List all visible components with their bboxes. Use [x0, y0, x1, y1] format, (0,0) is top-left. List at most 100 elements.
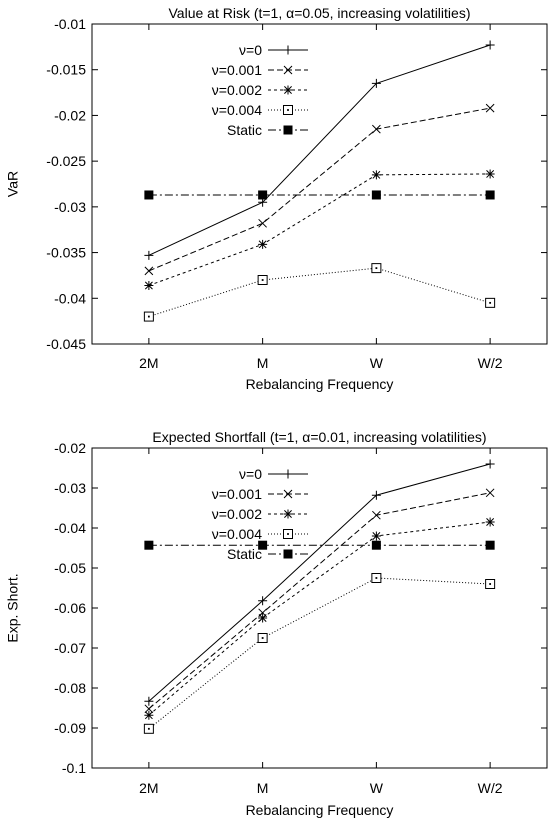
data-point — [144, 696, 154, 706]
legend-marker — [283, 105, 293, 115]
series-line — [148, 521, 491, 716]
legend-marker — [283, 509, 293, 519]
legend-label: Static — [227, 546, 262, 562]
series-2 — [144, 488, 495, 714]
plot-frame — [91, 447, 548, 769]
series-line — [148, 492, 491, 710]
legend-label: ν=0 — [239, 466, 262, 482]
x-tick-label: M — [257, 780, 269, 796]
y-axis-label: VaR — [5, 171, 21, 197]
y-tick-label: -0.02 — [54, 107, 86, 123]
data-point — [144, 704, 154, 714]
legend-marker — [283, 125, 293, 135]
data-point — [371, 531, 381, 541]
data-point — [371, 490, 381, 500]
legend-marker — [283, 549, 293, 559]
data-point — [257, 633, 268, 643]
legend-marker — [283, 65, 293, 75]
y-tick-label: -0.04 — [54, 290, 86, 306]
data-point — [371, 573, 382, 583]
x-tick-label: W/2 — [478, 355, 503, 371]
chart-1: Value at Risk (t=1, α=0.05, increasing v… — [5, 5, 548, 392]
legend: ν=0 ν=0.001 ν=0.002 ν=0.004 Static — [212, 42, 308, 138]
data-point — [485, 103, 495, 113]
data-point — [144, 190, 154, 200]
data-point-dot — [375, 267, 378, 270]
data-point — [257, 275, 268, 285]
data-point-dot — [261, 279, 264, 281]
x-axis-label: Rebalancing Frequency — [246, 802, 394, 818]
data-point — [144, 710, 154, 720]
x-tick-label: W — [370, 355, 384, 371]
series-1 — [144, 40, 495, 260]
data-point — [144, 250, 154, 260]
data-point — [371, 190, 381, 200]
legend-marker — [283, 469, 293, 479]
data-point — [485, 517, 495, 527]
y-tick-label: -0.08 — [54, 680, 86, 696]
y-tick-label: -0.01 — [54, 16, 86, 32]
x-tick-label: W/2 — [478, 780, 503, 796]
y-tick-label: -0.02 — [54, 440, 86, 456]
y-tick-label: -0.045 — [46, 336, 86, 352]
series-3 — [144, 169, 495, 290]
chart-title: Expected Shortfall (t=1, α=0.01, increas… — [152, 429, 486, 445]
data-point-dot — [489, 301, 492, 304]
legend-marker — [283, 529, 293, 539]
data-point — [143, 723, 154, 734]
legend: ν=0 ν=0.001 ν=0.002 ν=0.004 Static — [212, 466, 308, 562]
y-tick-label: -0.09 — [54, 720, 86, 736]
data-point — [485, 297, 496, 308]
data-point — [372, 124, 381, 134]
data-point — [258, 613, 268, 623]
series-line — [148, 107, 491, 272]
y-axis-label: Exp. Short. — [5, 573, 21, 642]
legend-label: ν=0 — [239, 42, 262, 58]
y-tick-label: -0.015 — [46, 62, 86, 78]
data-point — [485, 190, 495, 200]
chart-title: Value at Risk (t=1, α=0.05, increasing v… — [169, 5, 471, 21]
data-point — [485, 40, 495, 50]
data-point — [372, 510, 381, 520]
y-tick-label: -0.035 — [46, 245, 86, 261]
chart-2: Expected Shortfall (t=1, α=0.01, increas… — [5, 429, 548, 818]
series-line — [148, 577, 491, 730]
y-tick-label: -0.04 — [54, 520, 86, 536]
data-point — [485, 540, 495, 550]
data-point — [371, 78, 381, 88]
series-line — [148, 44, 491, 256]
y-tick-label: -0.03 — [54, 480, 86, 496]
data-point-dot — [375, 577, 378, 579]
data-point — [258, 596, 268, 606]
data-point — [143, 311, 154, 322]
x-tick-label: 2M — [139, 780, 158, 796]
y-tick-label: -0.05 — [54, 560, 86, 576]
data-point — [485, 169, 495, 179]
series-2 — [144, 103, 495, 276]
legend-marker-dot — [287, 533, 289, 535]
legend-marker — [283, 489, 293, 499]
series-3 — [144, 517, 495, 720]
series-1 — [144, 459, 495, 706]
series-4 — [143, 263, 496, 322]
legend-label: ν=0.002 — [212, 82, 262, 98]
series-line — [148, 267, 491, 318]
legend-marker-dot — [287, 109, 289, 111]
x-tick-label: 2M — [139, 355, 158, 371]
data-point-dot — [261, 637, 264, 639]
x-tick-label: M — [257, 355, 269, 371]
legend-label: ν=0.002 — [212, 506, 262, 522]
plot-frame — [91, 23, 548, 345]
y-tick-label: -0.07 — [54, 640, 86, 656]
data-point-dot — [147, 315, 150, 318]
series-line — [148, 173, 491, 286]
x-axis-label: Rebalancing Frequency — [246, 376, 394, 392]
data-point — [144, 540, 154, 550]
legend-label: Static — [227, 122, 262, 138]
x-tick-label: W — [370, 780, 384, 796]
legend-label: ν=0.001 — [212, 62, 262, 78]
data-point — [485, 459, 495, 469]
data-point — [144, 280, 154, 290]
series-4 — [143, 573, 496, 734]
